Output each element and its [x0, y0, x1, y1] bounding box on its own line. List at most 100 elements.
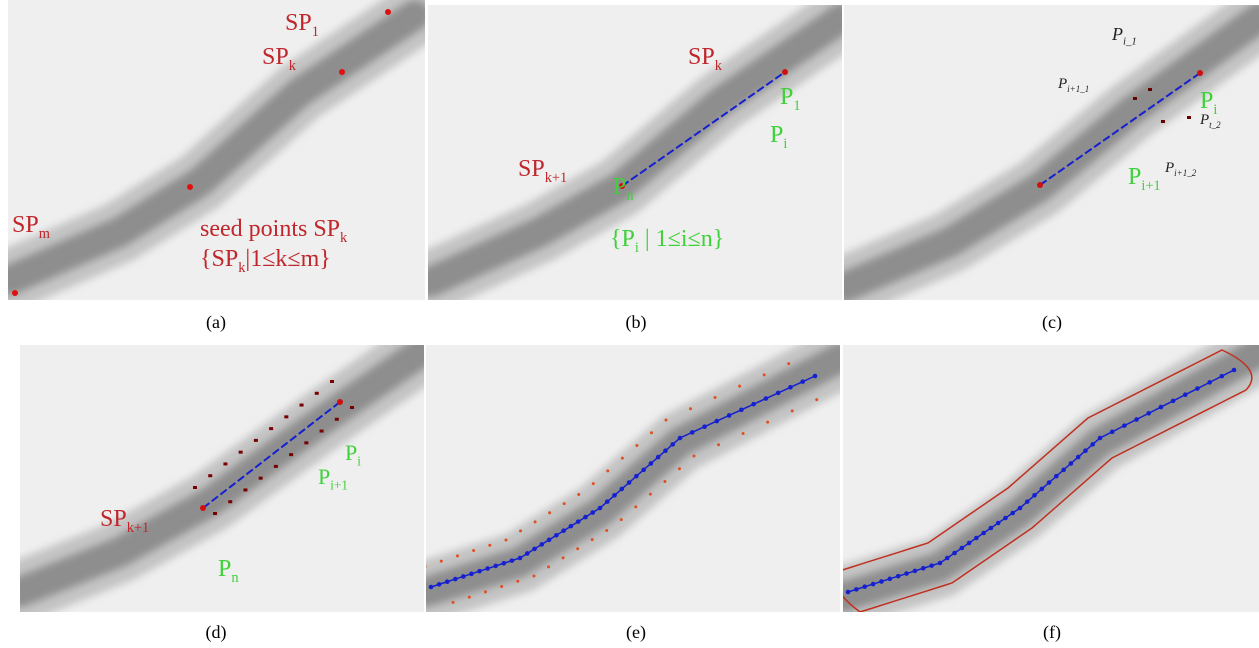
edge-point — [605, 529, 608, 532]
edge-point — [289, 453, 293, 456]
center-point — [493, 564, 498, 569]
center-point — [751, 402, 756, 407]
center-point — [547, 538, 552, 543]
edge-point — [269, 427, 273, 430]
seed-point — [782, 69, 788, 75]
center-point — [862, 584, 867, 589]
seed-point — [385, 9, 391, 15]
label-text: SP — [100, 506, 127, 532]
center-point — [1032, 493, 1037, 498]
center-point — [1232, 368, 1237, 373]
center-point — [879, 579, 884, 584]
center-point — [739, 408, 744, 413]
label-subscript: i+1_1 — [1067, 84, 1089, 94]
edge-point — [208, 474, 212, 477]
edge-point — [519, 529, 522, 532]
edge-point — [663, 480, 666, 483]
edge-point — [424, 565, 427, 568]
center-point — [904, 571, 909, 576]
figure: SP1SPkSPmseed points SPk{SPk|1≤k≤m}(a)SP… — [0, 0, 1259, 648]
center-point — [1090, 442, 1095, 447]
edge-point — [274, 465, 278, 468]
edge-point — [635, 444, 638, 447]
edge-point — [320, 430, 324, 433]
edge-point — [714, 396, 717, 399]
seed-point — [1037, 182, 1043, 188]
label-text: | 1≤i≤n} — [639, 226, 724, 252]
edge-point — [547, 565, 550, 568]
center-point — [981, 531, 986, 536]
center-point — [846, 590, 851, 595]
edge-point — [213, 512, 217, 515]
center-point — [605, 499, 610, 504]
label-text: P — [318, 464, 330, 489]
edge-point — [300, 404, 304, 407]
center-point — [649, 461, 654, 466]
edge-point — [315, 392, 319, 395]
center-point — [656, 455, 661, 460]
center-point — [485, 566, 490, 571]
edge-point — [223, 462, 227, 465]
caption: (a) — [206, 312, 226, 333]
edge-point — [254, 439, 258, 442]
seed-point — [12, 290, 18, 296]
label-text: {SP — [200, 246, 238, 272]
edge-point — [576, 547, 579, 550]
center-point — [576, 519, 581, 524]
image — [835, 345, 1259, 612]
label-text: SP — [12, 212, 39, 238]
label-subscript: i — [1213, 102, 1217, 118]
edge-point — [689, 407, 692, 410]
edge-point — [717, 443, 720, 446]
center-point — [532, 547, 537, 552]
label-subscript: i — [357, 454, 361, 469]
edge-point — [787, 362, 790, 365]
label-text: P — [218, 556, 231, 582]
center-point — [938, 561, 943, 566]
center-point — [429, 585, 434, 590]
center-point — [634, 474, 639, 479]
center-point — [776, 391, 781, 396]
label-text: SP — [262, 44, 289, 70]
center-point — [989, 526, 994, 531]
edge-point — [791, 409, 794, 412]
center-point — [727, 413, 732, 418]
label-text: SP — [285, 10, 312, 36]
center-point — [690, 430, 695, 435]
center-point — [929, 563, 934, 568]
edge-point — [621, 457, 624, 460]
center-point — [913, 569, 918, 574]
panel: Pi_1Pi+1_1PiPt_2Pi+1_2Pi+1(c) — [844, 5, 1259, 333]
center-point — [670, 442, 675, 447]
center-point — [1047, 480, 1052, 485]
image — [424, 345, 840, 612]
center-point — [1054, 474, 1059, 479]
seed-point — [200, 505, 206, 511]
label-text: P — [1199, 112, 1209, 128]
edge-point — [815, 398, 818, 401]
center-point — [525, 551, 530, 556]
center-point — [896, 574, 901, 579]
edge-point — [533, 575, 536, 578]
caption: (b) — [626, 312, 647, 333]
center-point — [974, 536, 979, 541]
edge-point — [742, 432, 745, 435]
edge-point — [693, 455, 696, 458]
edge-point — [350, 406, 354, 409]
caption: (c) — [1042, 312, 1062, 333]
edge-point — [516, 580, 519, 583]
label-subscript: i+1_2 — [1174, 168, 1197, 178]
label-subscript: k — [715, 58, 723, 74]
center-point — [1134, 417, 1139, 422]
edge-point — [766, 421, 769, 424]
edge-point — [330, 380, 334, 383]
center-point — [888, 577, 893, 582]
label: seed points SPk — [200, 216, 348, 246]
label-text: SP — [518, 156, 545, 182]
label-text: SP — [688, 44, 715, 70]
center-point — [678, 436, 683, 441]
center-point — [813, 374, 818, 379]
center-point — [620, 487, 625, 492]
